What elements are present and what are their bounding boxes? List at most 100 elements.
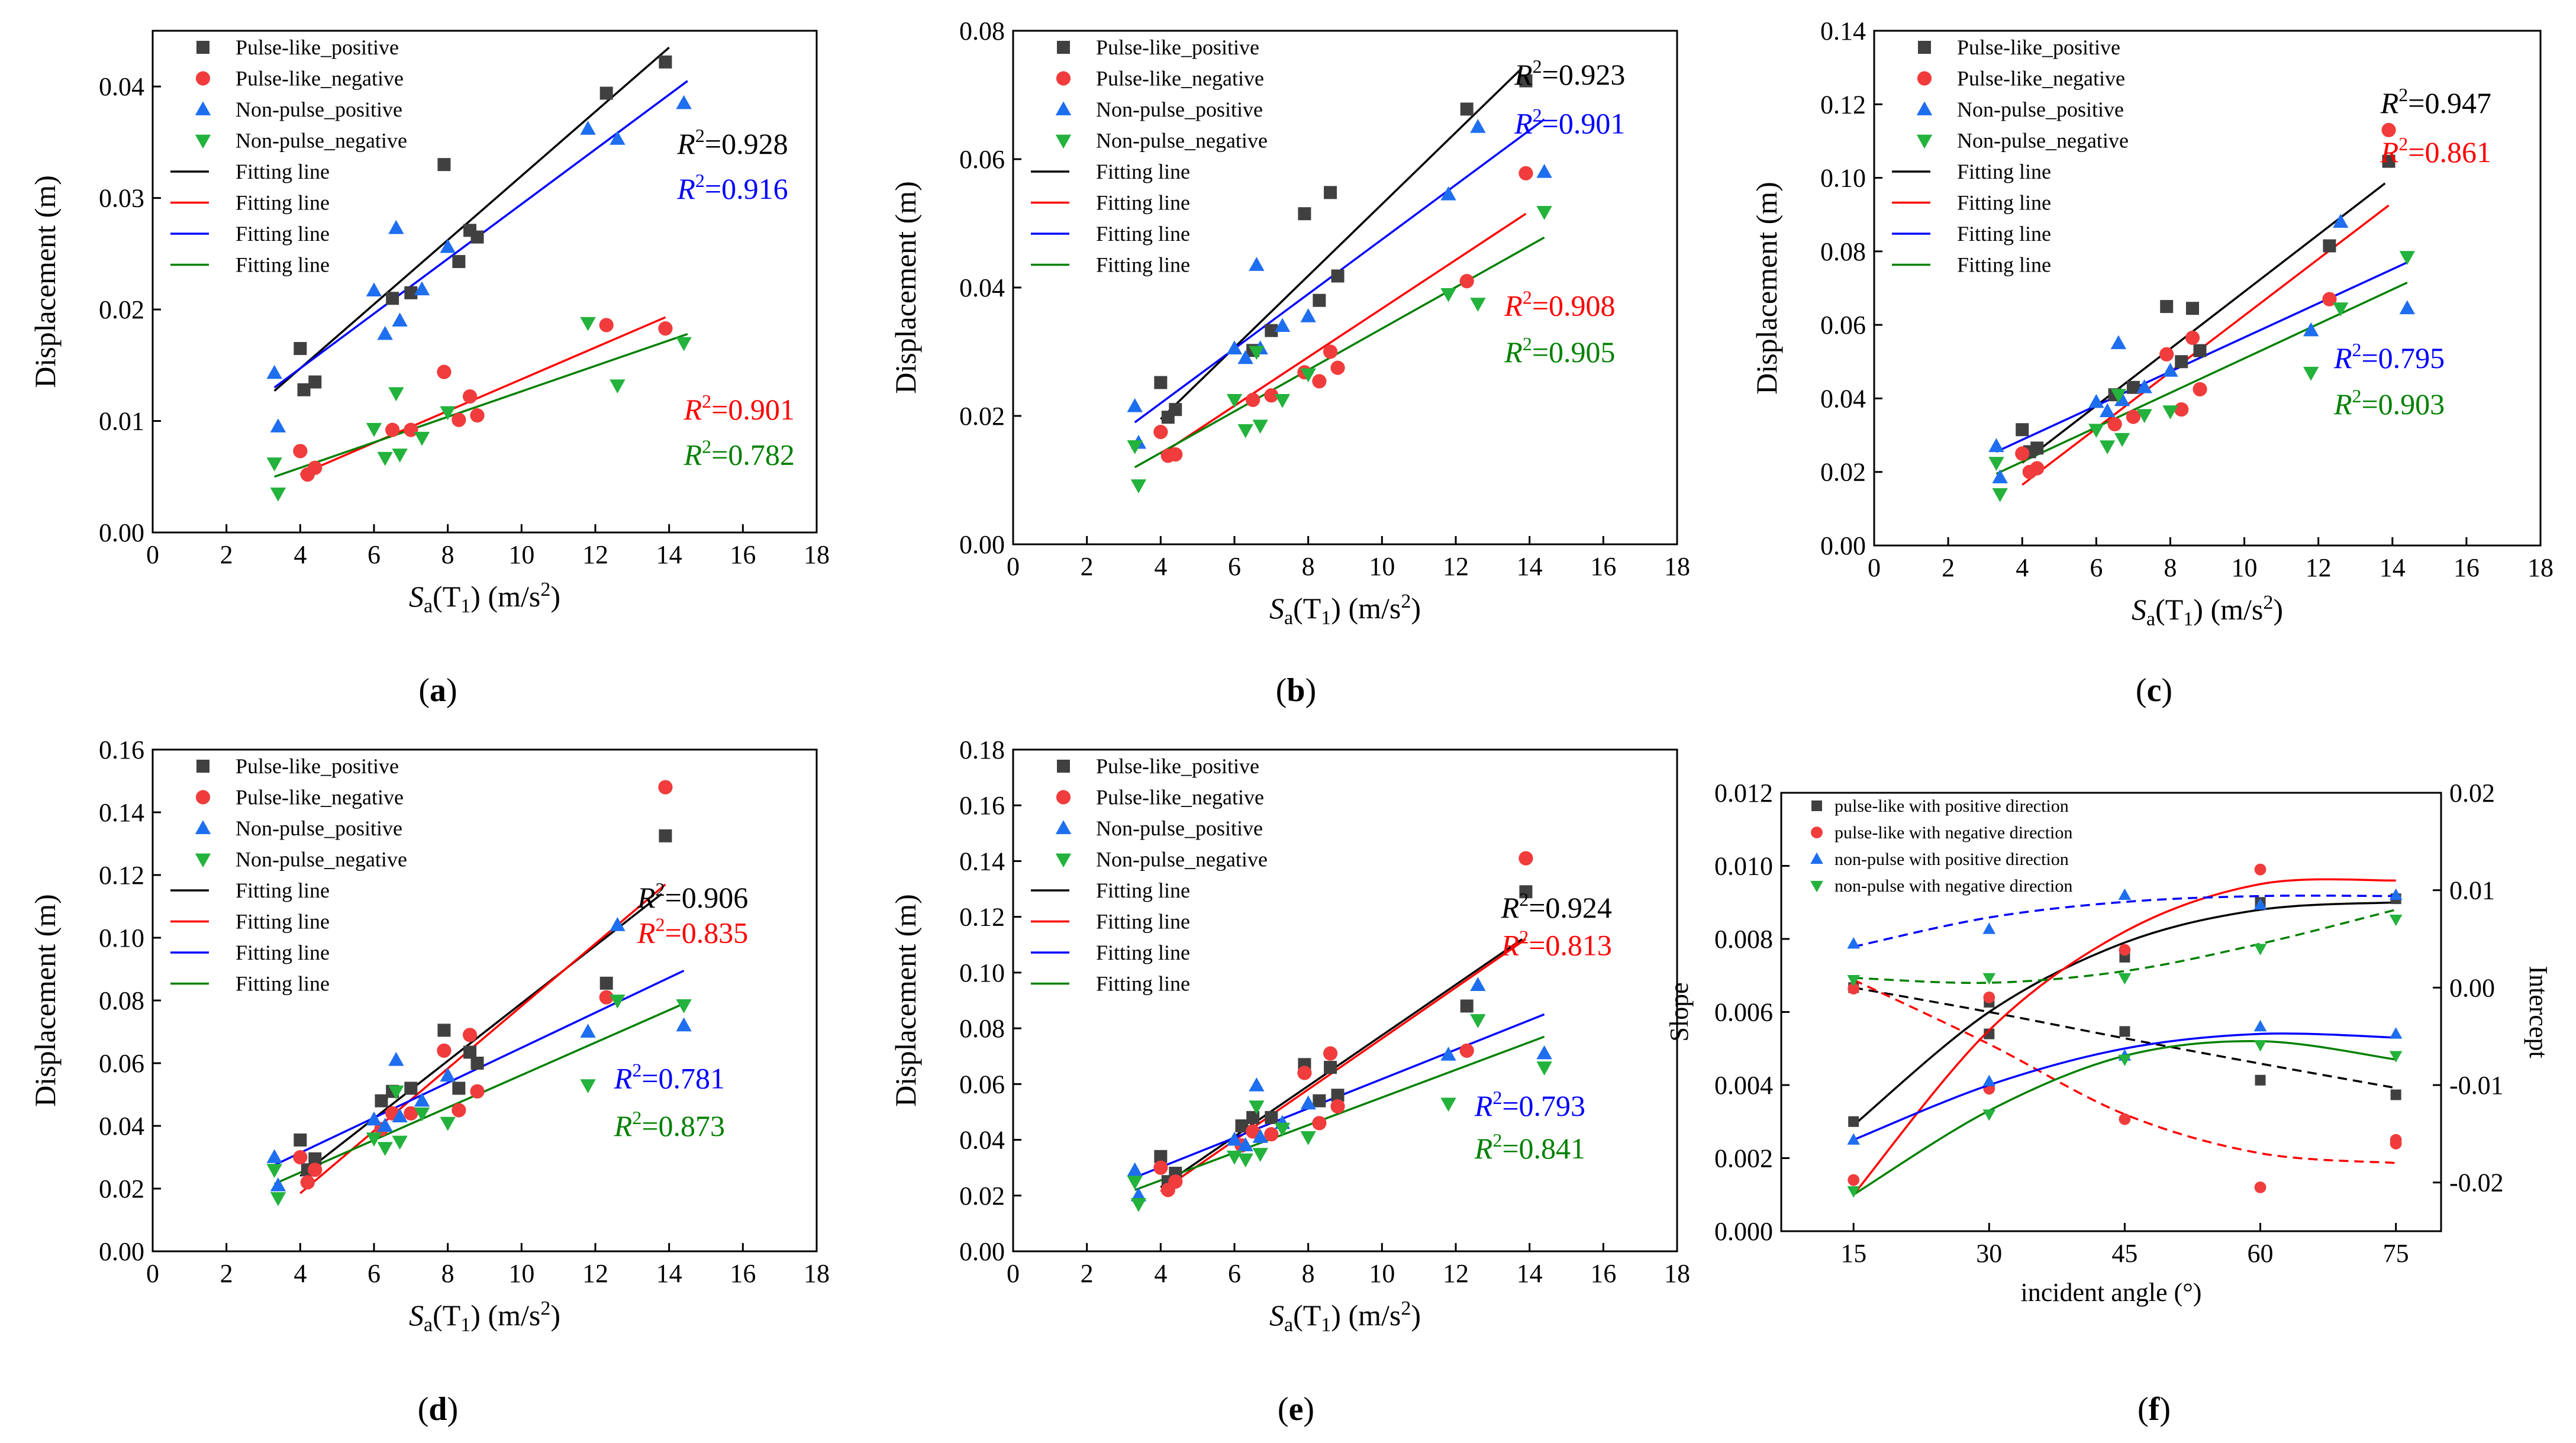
- y-tick-label: 0.10: [959, 958, 1005, 987]
- data-point: [385, 422, 400, 437]
- legend-marker: [1056, 790, 1071, 805]
- fitting-line-red: [299, 316, 666, 476]
- legend-marker: [195, 71, 211, 86]
- legend-label: Pulse-like_positive: [1096, 754, 1259, 778]
- y-tick-label: 0.16: [99, 735, 144, 764]
- intercept-point: [1848, 983, 1860, 995]
- legend-marker: [1057, 760, 1070, 773]
- caption-paren: ): [1303, 1391, 1314, 1428]
- legend-label: Fitting line: [236, 972, 330, 996]
- r-squared-annotation: R2=0.782: [684, 436, 795, 472]
- data-point: [2110, 389, 2127, 403]
- y-tick-label: 0.10: [1820, 164, 1866, 193]
- data-point: [2160, 300, 2174, 314]
- data-point: [2193, 382, 2207, 396]
- data-point: [1440, 1097, 1456, 1112]
- intercept-point: [2118, 973, 2132, 985]
- y-tick-label: 0.006: [1714, 998, 1773, 1027]
- slope-point: [2118, 1054, 2132, 1067]
- y-tick-label: 0.00: [959, 1237, 1005, 1266]
- data-point: [266, 1149, 282, 1163]
- data-point: [2162, 405, 2178, 419]
- x-tick-label: 18: [2527, 553, 2554, 582]
- x-tick-label: 4: [294, 1259, 307, 1288]
- x-tick-label: 14: [2380, 553, 2406, 582]
- data-point: [437, 1043, 452, 1058]
- x-tick-label: 12: [2306, 553, 2332, 582]
- series-Non-pulse_positive: [1127, 977, 1552, 1202]
- x-tick-label: 75: [2383, 1239, 2409, 1268]
- series-Non-pulse_negative: [266, 317, 692, 502]
- x-label-unit: ) (m/s: [470, 580, 540, 613]
- legend-label: Fitting line: [1957, 222, 2051, 246]
- plot-frame: [1873, 30, 2542, 547]
- slope-point: [1848, 1116, 1859, 1127]
- slope-point: [2389, 1051, 2403, 1063]
- data-point: [1153, 425, 1168, 440]
- y-tick-label: 0.02: [99, 295, 144, 324]
- x-tick-label: 10: [508, 1259, 534, 1288]
- data-point: [610, 131, 626, 145]
- data-point: [297, 383, 311, 396]
- x-label-sub: a: [424, 595, 433, 617]
- intercept-point: [2390, 1137, 2402, 1150]
- data-point: [2126, 409, 2140, 424]
- x-label-end: ): [1411, 592, 1421, 625]
- series-Pulse-like_positive: [294, 55, 672, 396]
- data-point: [659, 55, 672, 69]
- slope-point: [1984, 1028, 1995, 1040]
- plot-frame: [1012, 748, 1678, 1252]
- data-point: [676, 95, 692, 109]
- x-tick-label: 18: [804, 540, 830, 569]
- data-point: [366, 282, 382, 296]
- x-label-s: S: [1269, 592, 1284, 625]
- r-sup: 2: [1492, 1129, 1502, 1151]
- x-axis-label: Sa(T1) (m/s2): [2132, 592, 2283, 630]
- intercept-point: [2389, 888, 2403, 900]
- data-point: [1470, 119, 1486, 133]
- data-point: [1264, 1127, 1279, 1142]
- data-point: [414, 1092, 430, 1107]
- y-tick-label: 0.004: [1714, 1071, 1773, 1100]
- data-point: [2126, 380, 2140, 394]
- x-label-mid: (T: [433, 1299, 460, 1332]
- data-point: [2099, 403, 2116, 418]
- data-point: [1130, 1198, 1147, 1212]
- data-point: [1154, 376, 1168, 389]
- caption-letter: b: [1287, 672, 1305, 709]
- r-sup: 2: [656, 879, 665, 900]
- data-point: [377, 1142, 393, 1156]
- data-point: [388, 1051, 404, 1066]
- r-value: =0.835: [665, 916, 749, 949]
- r-value: =0.906: [665, 881, 749, 914]
- x-label-s: S: [409, 1299, 424, 1332]
- data-point: [599, 318, 614, 332]
- fitting-line-black: [273, 46, 670, 392]
- r-squared-annotation: R2=0.924: [1501, 889, 1612, 924]
- x-label-sup: 2: [540, 579, 550, 601]
- legend-marker: [195, 101, 211, 115]
- panel-caption: (d): [418, 1391, 458, 1428]
- series-Pulse-like_negative: [293, 318, 673, 482]
- data-point: [1226, 393, 1243, 408]
- x-axis-label: Sa(T1) (m/s2): [1269, 590, 1421, 629]
- data-point: [2185, 302, 2199, 315]
- r-squared-annotation: R2=0.901: [684, 390, 795, 426]
- x-label-sub: a: [424, 1314, 433, 1336]
- r-sup: 2: [2398, 133, 2408, 154]
- data-point: [2088, 393, 2104, 408]
- r-value: =0.795: [2361, 341, 2445, 375]
- x-label-unit: ) (m/s: [1331, 1299, 1401, 1332]
- x-label-sub: a: [1284, 607, 1293, 629]
- data-point: [377, 325, 393, 340]
- legend-marker: [196, 760, 209, 773]
- y-tick-label: 0.08: [99, 986, 144, 1015]
- intercept-point: [1982, 922, 1996, 934]
- data-point: [300, 1175, 315, 1190]
- legend-label: Fitting line: [1096, 941, 1190, 964]
- data-point: [1153, 1160, 1168, 1175]
- x-tick-label: 14: [656, 1259, 682, 1288]
- r-value: =0.947: [2408, 86, 2491, 120]
- x-label-unit: ) (m/s: [470, 1299, 540, 1332]
- data-point: [2174, 402, 2189, 417]
